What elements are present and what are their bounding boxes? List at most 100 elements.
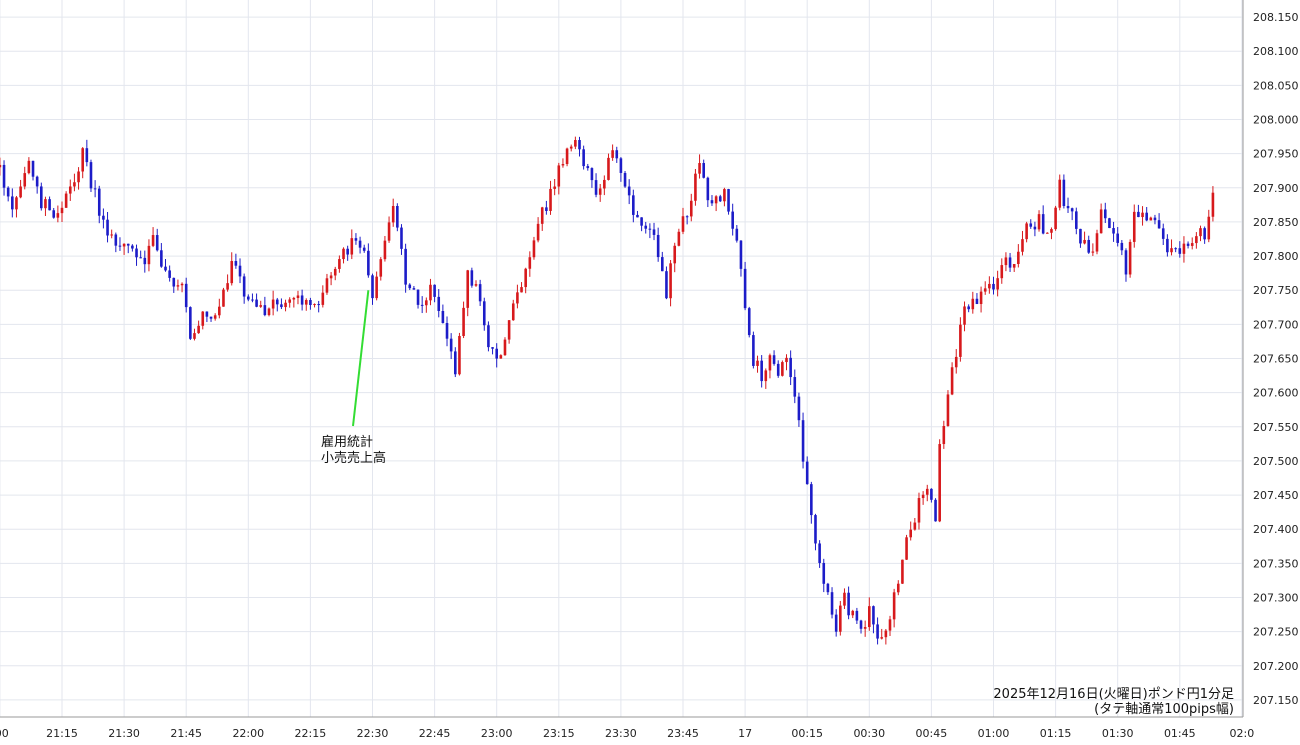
candle bbox=[652, 222, 656, 241]
candle-body bbox=[1103, 209, 1107, 219]
candle-body bbox=[342, 248, 345, 260]
candle bbox=[818, 540, 821, 568]
candle bbox=[333, 266, 337, 281]
candle bbox=[114, 232, 118, 253]
candle-body bbox=[718, 196, 722, 202]
candle-body bbox=[474, 284, 478, 286]
candle bbox=[934, 498, 937, 522]
candle-body bbox=[888, 619, 892, 631]
candle-body bbox=[251, 299, 254, 301]
candle-body bbox=[971, 298, 975, 310]
candle bbox=[532, 236, 536, 260]
candle bbox=[760, 355, 763, 388]
candle-body bbox=[1141, 212, 1144, 218]
candle-body bbox=[681, 216, 685, 232]
candle-body bbox=[1116, 233, 1119, 243]
candle bbox=[404, 243, 407, 293]
candle-body bbox=[11, 196, 14, 210]
candle-body bbox=[180, 283, 184, 286]
candle-body bbox=[1021, 239, 1024, 252]
candle bbox=[52, 207, 56, 219]
x-tick-label: 01:30 bbox=[1102, 727, 1134, 740]
x-tick-label: 22:00 bbox=[232, 727, 264, 740]
candle-body bbox=[731, 211, 734, 229]
candle bbox=[545, 200, 548, 215]
candle-body bbox=[520, 287, 523, 293]
candle-body bbox=[590, 168, 594, 181]
candle bbox=[164, 258, 167, 272]
candle bbox=[963, 301, 966, 332]
candle bbox=[702, 159, 705, 179]
candle-body bbox=[901, 559, 904, 584]
candle bbox=[714, 195, 718, 212]
candle bbox=[764, 368, 768, 389]
candle bbox=[623, 171, 627, 188]
candle bbox=[1207, 209, 1211, 243]
candle bbox=[665, 266, 668, 300]
candle-body bbox=[1120, 242, 1124, 251]
candle bbox=[1079, 228, 1082, 248]
candle bbox=[930, 488, 933, 503]
candle-body bbox=[1054, 207, 1057, 230]
candle bbox=[329, 272, 333, 286]
candle-body bbox=[433, 284, 436, 297]
candle bbox=[1062, 174, 1066, 209]
candle bbox=[1029, 219, 1033, 229]
candle-body bbox=[329, 275, 333, 279]
candle-body bbox=[114, 234, 118, 246]
candle bbox=[222, 287, 225, 307]
candle bbox=[487, 321, 490, 352]
candle-body bbox=[35, 176, 39, 187]
candle bbox=[122, 243, 126, 255]
candle bbox=[839, 600, 842, 636]
candle bbox=[437, 289, 441, 318]
candle-body bbox=[259, 305, 263, 307]
candle bbox=[280, 298, 283, 310]
candle bbox=[603, 175, 606, 196]
candle-body bbox=[462, 307, 465, 336]
candle bbox=[1037, 210, 1041, 232]
candle-body bbox=[598, 188, 602, 195]
candle bbox=[1170, 239, 1173, 256]
y-tick-label: 207.950 bbox=[1253, 148, 1299, 161]
candle-body bbox=[607, 157, 610, 180]
candle-body bbox=[619, 158, 623, 173]
x-tick-label: 23:45 bbox=[667, 727, 699, 740]
candle bbox=[172, 277, 176, 293]
candle-body bbox=[408, 284, 412, 289]
candle bbox=[445, 316, 449, 347]
candle bbox=[1178, 241, 1182, 258]
candle-body bbox=[64, 193, 68, 208]
candle bbox=[313, 303, 316, 308]
candle-body bbox=[1182, 243, 1186, 254]
candle bbox=[176, 279, 180, 291]
candle-body bbox=[400, 227, 403, 249]
candle-body bbox=[946, 394, 950, 427]
candle bbox=[1128, 239, 1132, 278]
candle-body bbox=[425, 300, 428, 306]
candle-body bbox=[876, 624, 879, 639]
candle-body bbox=[321, 292, 325, 305]
candle-body bbox=[760, 360, 763, 382]
candle-body bbox=[921, 494, 925, 499]
candle-body bbox=[507, 320, 511, 340]
candle bbox=[1058, 174, 1062, 211]
candle-body bbox=[1079, 228, 1082, 244]
candle-body bbox=[909, 529, 912, 538]
candle bbox=[209, 316, 213, 322]
candle-body bbox=[1128, 241, 1132, 275]
candle-body bbox=[1029, 223, 1033, 227]
y-tick-label: 207.750 bbox=[1253, 284, 1299, 297]
candle bbox=[1046, 232, 1049, 234]
candle bbox=[689, 193, 693, 222]
candle bbox=[400, 224, 403, 255]
candle-body bbox=[776, 363, 780, 376]
candle-body bbox=[954, 356, 958, 368]
candle bbox=[1075, 207, 1078, 235]
candle bbox=[739, 240, 743, 277]
candle-body bbox=[528, 257, 532, 269]
candle-body bbox=[1095, 233, 1099, 252]
candle-body bbox=[636, 214, 639, 218]
candle-body bbox=[801, 420, 805, 462]
